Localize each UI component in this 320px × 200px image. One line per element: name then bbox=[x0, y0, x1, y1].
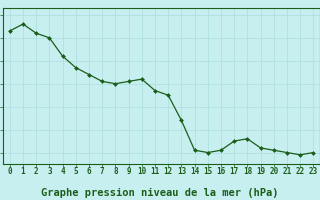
Text: Graphe pression niveau de la mer (hPa): Graphe pression niveau de la mer (hPa) bbox=[41, 188, 279, 198]
